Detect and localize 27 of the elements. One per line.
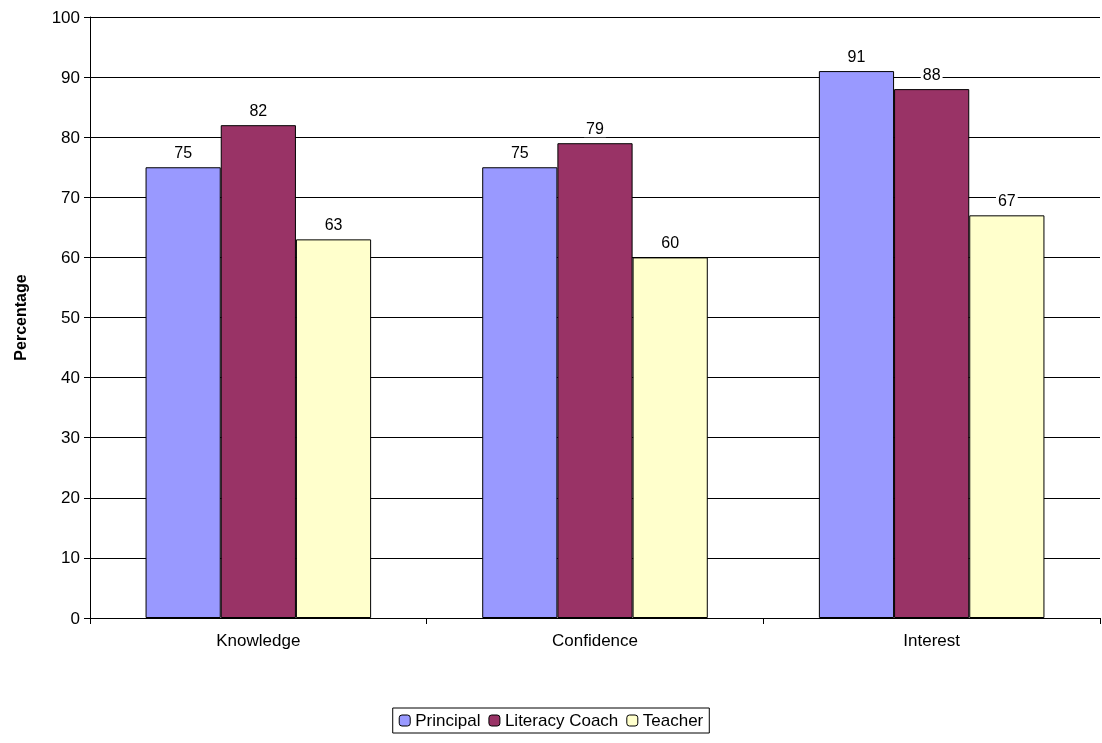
x-tick-label: Knowledge [216,631,301,650]
y-tick-label: 0 [70,608,80,628]
data-label: 82 [249,101,268,119]
data-label: 75 [510,143,529,161]
data-label: 75 [174,143,193,161]
y-tick-label: 40 [61,368,80,388]
data-label: 91 [847,47,866,65]
data-label: 63 [324,215,343,233]
y-tick-label: 30 [61,428,80,448]
x-tick-label: Interest [903,631,961,650]
legend-label: Principal [415,711,481,730]
x-tick-label: Confidence [551,631,639,650]
data-label: 79 [586,119,604,137]
y-tick-label: 20 [61,488,80,508]
y-tick-label: 50 [61,308,80,327]
y-tick-label: 60 [61,247,80,267]
y-tick-label: 70 [61,187,80,207]
y-tick-label: 100 [51,7,80,27]
legend-label: Teacher [642,711,704,730]
y-tick-label: 90 [61,67,80,87]
data-label: 88 [922,65,941,83]
y-tick-label: 80 [61,127,80,147]
data-label: 60 [661,233,680,251]
data-label: 67 [997,191,1016,209]
y-axis-title: Percentage [11,274,29,361]
y-tick-label: 10 [61,548,80,568]
legend-label: Literacy Coach [504,711,619,730]
